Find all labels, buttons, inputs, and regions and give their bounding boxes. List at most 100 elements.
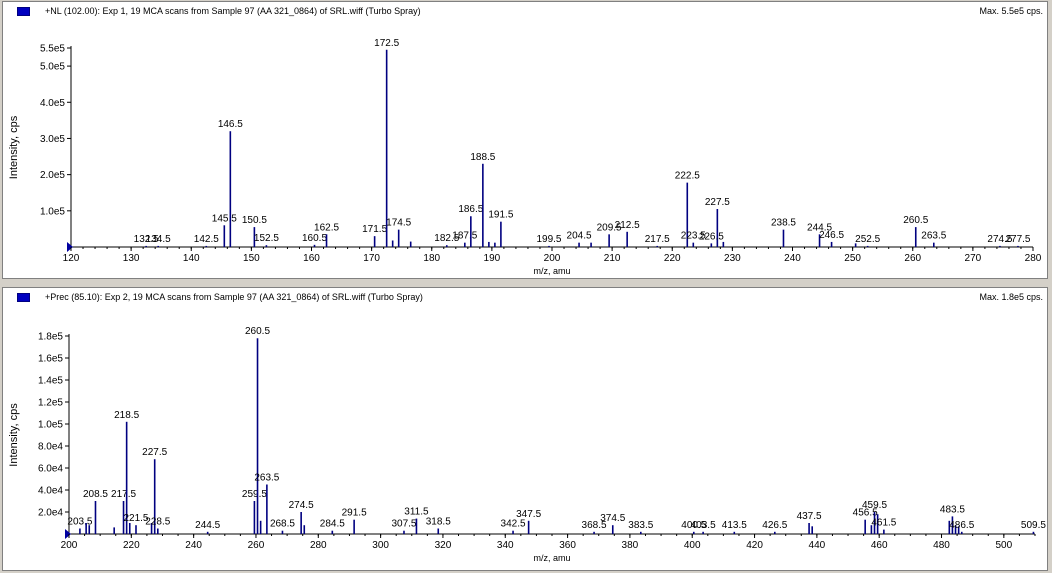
peak-label: 152.5	[254, 233, 279, 244]
peak-label: 217.5	[645, 234, 670, 245]
peak-label: 244.5	[807, 222, 832, 233]
peak-label: 187.5	[452, 231, 477, 242]
peak-label: 307.5	[391, 519, 416, 530]
peak-label: 252.5	[855, 234, 880, 245]
x-tick-label: 340	[497, 540, 514, 551]
spectrum-chart-2: 200 220 240 260 280 300 320 340 360 380 400 420 440 4…	[8, 326, 1046, 563]
peak-label: 368.5	[582, 520, 607, 531]
x-tick-label: 260	[248, 540, 265, 551]
peak-label: 244.5	[195, 520, 220, 531]
x-tick-label: 360	[559, 540, 576, 551]
x-tick-label: 120	[63, 253, 80, 264]
peak-label: 403.5	[691, 520, 716, 531]
peak-label: 223.5	[681, 231, 706, 242]
peak-label: 400.5	[681, 520, 706, 531]
x-tick-label: 500	[995, 540, 1012, 551]
peak-label: 347.5	[516, 509, 541, 520]
x-tick-label: 280	[310, 540, 327, 551]
y-tick-label: 1.8e5	[38, 332, 63, 343]
peak-label: 461.5	[871, 518, 896, 529]
peak-label: 456.5	[853, 508, 878, 519]
peak-label: 134.5	[146, 234, 171, 245]
x-tick-label: 210	[604, 253, 621, 264]
y-axis-label: Intensity, cps	[8, 115, 20, 179]
x-tick-label: 440	[809, 540, 826, 551]
y-tick-label: 1.6e5	[38, 354, 63, 365]
y-tick-label: 1.4e5	[38, 376, 63, 387]
spectrum-chart-1: 120 130 140 150 160 170 180 190 200 210 220 230 240 2…	[8, 38, 1042, 276]
peak-label: 142.5	[194, 234, 219, 245]
peak-label: 437.5	[797, 511, 822, 522]
peak-label: 374.5	[600, 513, 625, 524]
x-tick-label: 150	[243, 253, 260, 264]
peak-label: 413.5	[722, 520, 747, 531]
peak-label: 459.5	[862, 500, 887, 511]
max-intensity: Max. 1.8e5 cps.	[979, 292, 1043, 302]
peak-label: 174.5	[386, 218, 411, 229]
x-tick-label: 170	[363, 253, 380, 264]
peak-label: 199.5	[536, 234, 561, 245]
peak-label: 172.5	[374, 38, 399, 49]
peak-label: 291.5	[342, 508, 367, 519]
peak-label: 182.5	[434, 233, 459, 244]
peak-label: 274.5	[289, 500, 314, 511]
peak-label: 284.5	[320, 519, 345, 530]
peak-label: 191.5	[488, 210, 513, 221]
spectrum-pane-2: +Prec (85.10): Exp 2, 19 MCA scans from …	[2, 287, 1048, 571]
y-tick-label: 4.0e4	[38, 486, 63, 497]
peak-label: 162.5	[314, 222, 339, 233]
peak-label: 426.5	[762, 520, 787, 531]
max-intensity: Max. 5.5e5 cps.	[979, 6, 1043, 16]
y-tick-label: 5.0e5	[40, 62, 65, 73]
peak-label: 132.5	[134, 234, 159, 245]
x-tick-label: 300	[372, 540, 389, 551]
peak-label: 342.5	[501, 519, 526, 530]
peak-label: 188.5	[470, 152, 495, 163]
peak-label: 268.5	[270, 519, 295, 530]
peak-label: 260.5	[245, 326, 270, 337]
pane-header: +Prec (85.10): Exp 2, 19 MCA scans from …	[3, 288, 1047, 306]
pane-header: +NL (102.00): Exp 1, 19 MCA scans from S…	[3, 2, 1047, 20]
x-tick-label: 320	[435, 540, 452, 551]
x-tick-label: 190	[484, 253, 501, 264]
peak-label: 383.5	[628, 520, 653, 531]
peak-label: 259.5	[242, 489, 267, 500]
y-axis-label: Intensity, cps	[8, 403, 20, 467]
x-tick-label: 250	[844, 253, 861, 264]
x-tick-label: 460	[871, 540, 888, 551]
peak-label: 186.5	[458, 204, 483, 215]
x-tick-label: 420	[746, 540, 763, 551]
peak-label: 145.5	[212, 213, 237, 224]
peak-label: 263.5	[254, 473, 279, 484]
x-tick-label: 240	[185, 540, 202, 551]
y-tick-label: 6.0e4	[38, 464, 63, 475]
baseline-marker-icon	[65, 529, 71, 539]
peak-label: 311.5	[404, 507, 429, 518]
x-tick-label: 280	[1025, 253, 1042, 264]
x-tick-label: 130	[123, 253, 140, 264]
peak-label: 227.5	[142, 447, 167, 458]
peak-label: 483.5	[940, 504, 965, 515]
y-tick-label: 3.0e5	[40, 134, 65, 145]
peak-label: 221.5	[123, 513, 148, 524]
peak-label: 226.5	[699, 231, 724, 242]
x-tick-label: 200	[61, 540, 78, 551]
peak-label: 228.5	[145, 517, 170, 528]
baseline-marker-icon	[67, 242, 73, 252]
series-marker-icon	[17, 293, 30, 302]
x-tick-label: 140	[183, 253, 200, 264]
series-marker-icon	[17, 7, 30, 16]
peak-label: 222.5	[675, 171, 700, 182]
pane-title: +NL (102.00): Exp 1, 19 MCA scans from S…	[45, 6, 421, 16]
y-tick-label: 2.0e4	[38, 508, 63, 519]
x-tick-label: 260	[904, 253, 921, 264]
peak-label: 318.5	[426, 517, 451, 528]
peak-label: 160.5	[302, 233, 327, 244]
peak-label: 509.5	[1021, 520, 1046, 531]
x-tick-label: 480	[933, 540, 950, 551]
peak-label: 486.5	[949, 520, 974, 531]
x-tick-label: 200	[544, 253, 561, 264]
x-tick-label: 160	[303, 253, 320, 264]
peak-label: 227.5	[705, 197, 730, 208]
x-tick-label: 270	[965, 253, 982, 264]
